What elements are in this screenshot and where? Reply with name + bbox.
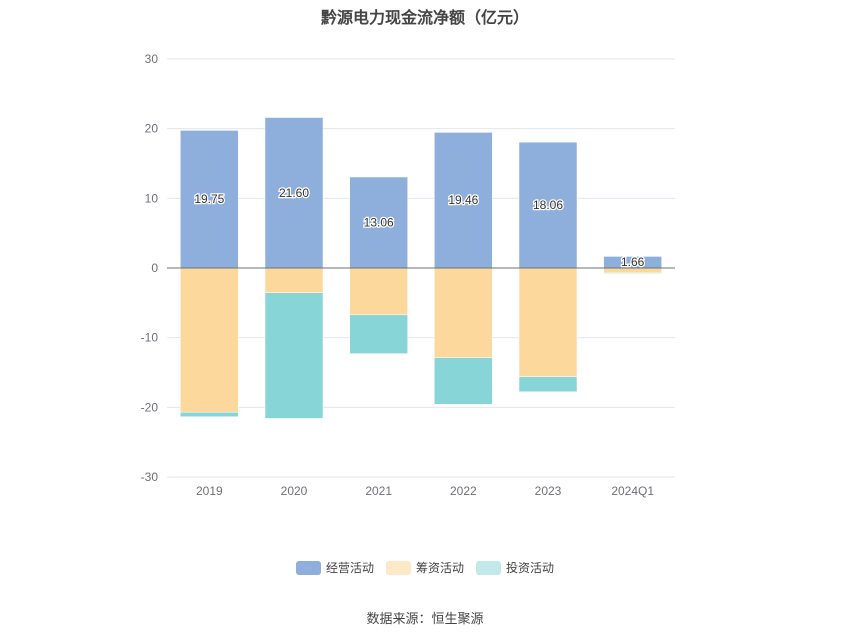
bar-2023-series-2 xyxy=(518,376,578,392)
bar-value-label: 13.06 xyxy=(364,216,394,230)
y-tick-label: 10 xyxy=(145,191,159,205)
bar-2023-series-0 xyxy=(518,141,578,269)
y-tick-label: 30 xyxy=(145,52,159,66)
bar-value-label: 21.60 xyxy=(279,186,309,200)
legend-item[interactable]: 筹资活动 xyxy=(385,559,464,576)
bar-2022-series-1 xyxy=(434,267,493,358)
bar-2020-series-0 xyxy=(264,117,324,269)
chart-plot: 30 20 10 0 -10 -20 -30 19.75 2019 21.60 2020 13.06 2… xyxy=(141,52,675,498)
y-tick-label: -30 xyxy=(141,470,159,484)
bar-value-label: 1.66 xyxy=(621,255,645,269)
legend-label: 筹资活动 xyxy=(415,561,464,575)
bar-value-label: 19.75 xyxy=(194,192,224,206)
legend: 经营活动 筹资活动 投资活动 xyxy=(0,559,850,576)
legend-item[interactable]: 投资活动 xyxy=(476,559,554,576)
x-tick-label: 2023 xyxy=(535,484,562,498)
x-tick-label: 2024Q1 xyxy=(611,484,654,498)
bar-2020-series-1 xyxy=(264,267,324,293)
x-tick-label: 2022 xyxy=(450,484,477,498)
bar-2024Q1-series-2 xyxy=(603,272,662,274)
bar-2022-series-0 xyxy=(434,132,493,269)
x-tick-label: 2019 xyxy=(196,484,223,498)
chart-title: 黔源电力现金流净额（亿元） xyxy=(320,10,529,27)
y-tick-label: 20 xyxy=(145,122,159,136)
legend-swatch xyxy=(476,560,501,575)
x-tick-label: 2021 xyxy=(365,484,392,498)
bar-value-label: 19.46 xyxy=(448,193,478,207)
y-tick-label: -10 xyxy=(141,331,159,345)
bar-2020-series-2 xyxy=(264,292,324,419)
y-tick-label: -20 xyxy=(141,400,159,414)
data-source: 数据来源：恒生聚源 xyxy=(366,611,484,626)
legend-item[interactable]: 经营活动 xyxy=(295,559,374,576)
bar-2023-series-1 xyxy=(518,267,578,377)
bar-2019-series-2 xyxy=(180,411,239,417)
legend-swatch xyxy=(385,560,411,575)
bar-2019-series-1 xyxy=(180,267,239,413)
bar-value-label: 18.06 xyxy=(533,198,563,212)
bar-2021-series-1 xyxy=(349,267,408,316)
x-tick-label: 2020 xyxy=(281,484,308,498)
bar-2019-series-0 xyxy=(180,130,239,269)
legend-swatch xyxy=(295,560,321,575)
bar-2021-series-0 xyxy=(349,176,408,269)
legend-label: 经营活动 xyxy=(325,561,374,575)
legend-label: 投资活动 xyxy=(506,561,555,575)
bar-2021-series-2 xyxy=(349,314,408,354)
bar-2022-series-2 xyxy=(434,357,493,405)
y-tick-label: 0 xyxy=(151,261,158,275)
